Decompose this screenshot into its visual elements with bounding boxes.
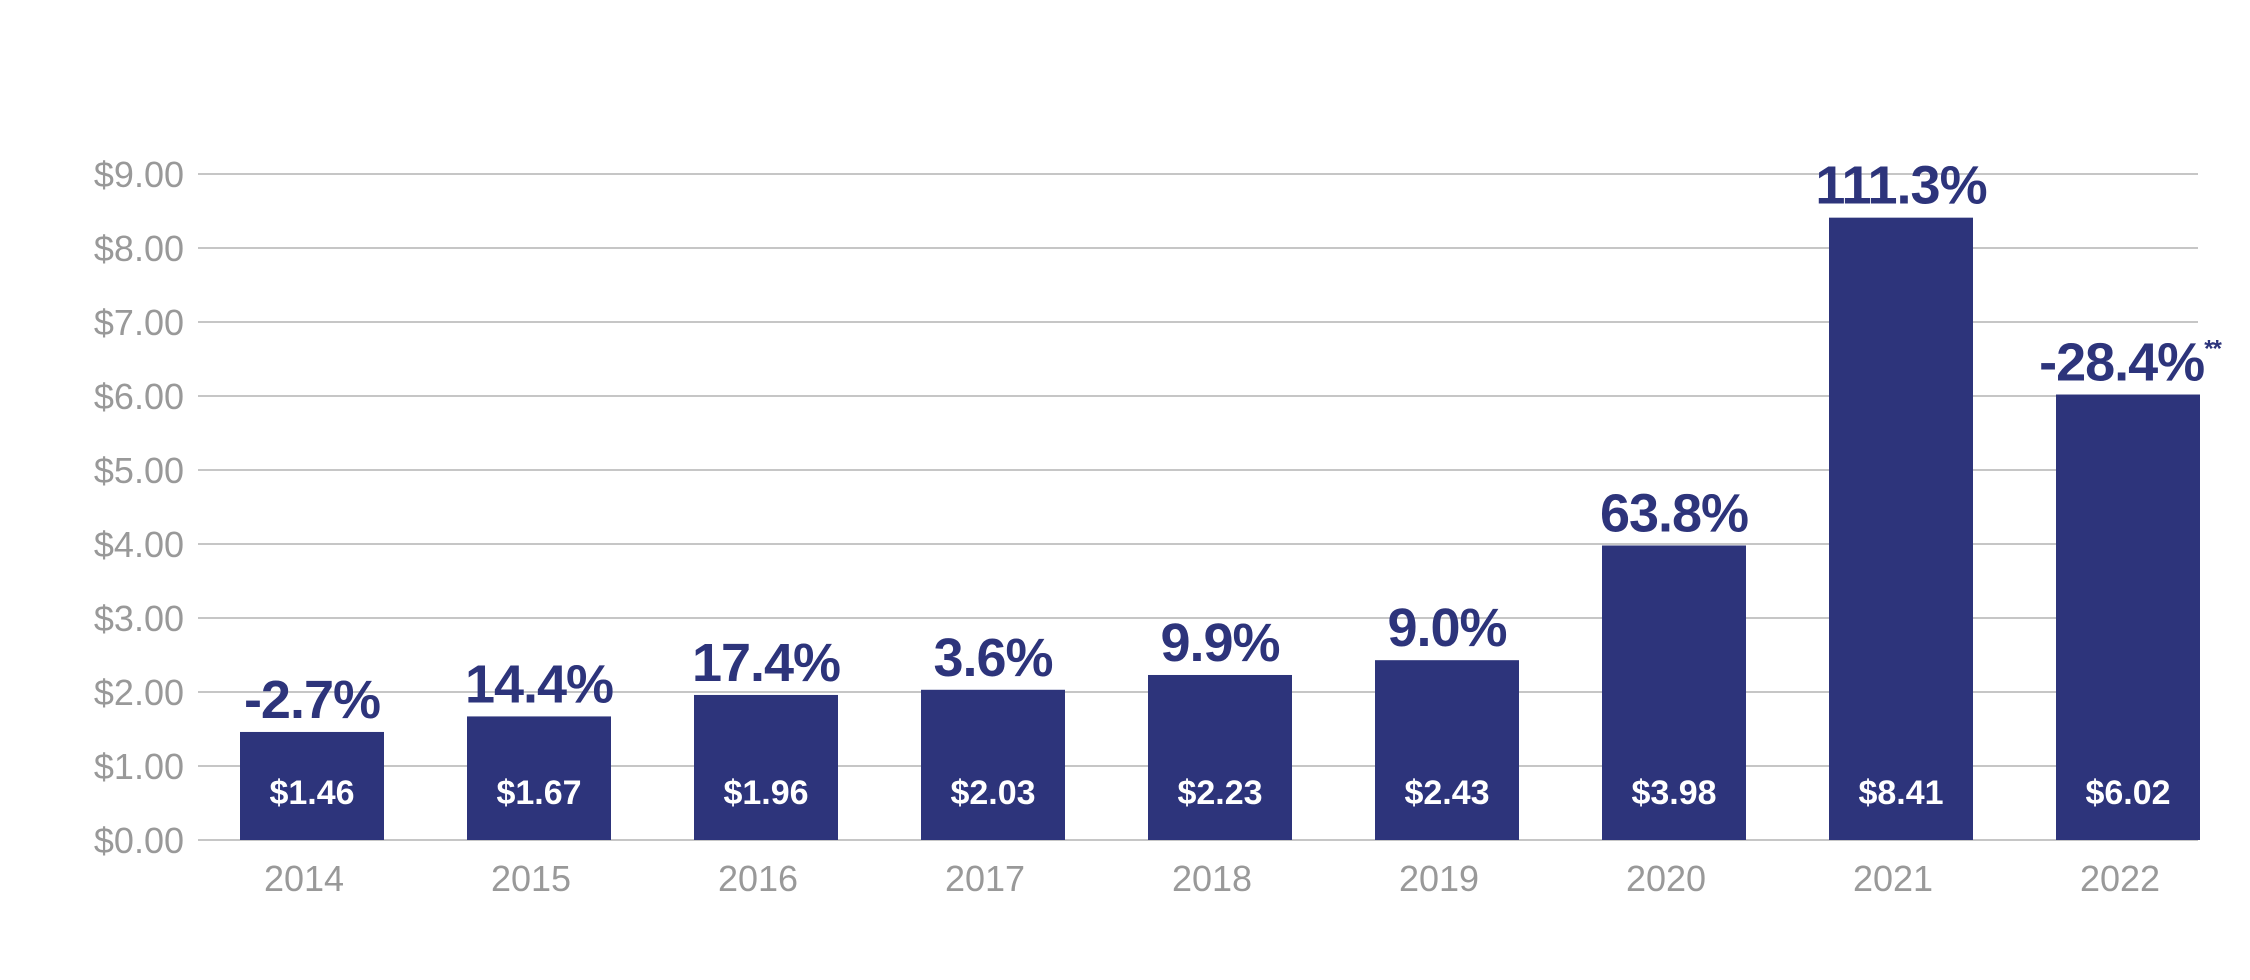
bar (1602, 545, 1746, 840)
bar (467, 716, 611, 840)
y-tick-label: $1.00 (94, 746, 184, 787)
bar-value-label: $3.98 (1631, 774, 1716, 812)
y-tick-label: $5.00 (94, 450, 184, 491)
bar-group-2020: $3.98 63.8% (1600, 483, 1749, 840)
percent-change-text: 9.0% (1387, 598, 1506, 658)
x-tick-label: 2017 (945, 858, 1025, 899)
bar-group-2015: $1.67 14.4% (465, 654, 614, 840)
footnote-marker: ** (2204, 336, 2222, 363)
x-tick-label: 2018 (1172, 858, 1252, 899)
percent-change-text: 17.4% (692, 633, 840, 693)
percent-change-text: -28.4% (2039, 333, 2204, 393)
y-tick-label: $2.00 (94, 672, 184, 713)
percent-change-text: 14.4% (465, 654, 613, 714)
bar-group-2017: $2.03 3.6% (921, 628, 1065, 840)
y-tick-label: $3.00 (94, 598, 184, 639)
x-tick-label: 2022 (2080, 858, 2160, 899)
bar-percent-change-label: -28.4%** (2039, 333, 2222, 393)
bars: $1.46-2.7%$1.6714.4%$1.9617.4%$2.033.6%$… (240, 156, 2224, 840)
y-tick-label: $8.00 (94, 228, 184, 269)
bar-group-2022: $6.02 -28.4%** (2039, 333, 2224, 840)
x-tick-label: 2014 (264, 858, 344, 899)
x-tick-label: 2020 (1626, 858, 1706, 899)
y-tick-label: $0.00 (94, 820, 184, 861)
bar-percent-change-label: 9.9% (1160, 613, 1279, 673)
x-tick-label: 2019 (1399, 858, 1479, 899)
bar-percent-change-label: 63.8% (1600, 483, 1748, 543)
bar-group-2014: $1.46 -2.7% (240, 670, 384, 840)
bar (694, 694, 838, 840)
bar-percent-change-label: 111.3% (1815, 156, 1986, 216)
percent-change-text: 3.6% (933, 628, 1052, 688)
x-axis-tick-labels: 2014 2015 2016 2017 2018 2019 2020 2021 2022 (264, 858, 2160, 899)
bar-percent-change-label: 3.6% (933, 628, 1052, 688)
y-axis-tick-labels: $0.00 $1.00 $2.00 $3.00 $4.00 $5.00 $6.00 $7.00… (94, 154, 184, 861)
bar (1148, 674, 1292, 840)
bar-value-label: $2.23 (1177, 774, 1262, 812)
percent-change-text: 63.8% (1600, 483, 1748, 543)
bar-percent-change-label: 14.4% (465, 654, 613, 714)
x-tick-label: 2015 (491, 858, 571, 899)
bar-group-2018: $2.23 9.9% (1148, 613, 1292, 840)
bar-percent-change-label: -2.7% (244, 670, 380, 730)
bar-group-2016: $1.96 17.4% (692, 633, 841, 840)
bar (2056, 394, 2200, 840)
percent-change-text: 9.9% (1160, 613, 1279, 673)
bar-value-label: $2.43 (1404, 774, 1489, 812)
y-tick-label: $4.00 (94, 524, 184, 565)
y-tick-label: $6.00 (94, 376, 184, 417)
x-tick-label: 2021 (1853, 858, 1933, 899)
bar (240, 731, 384, 840)
x-tick-label: 2016 (718, 858, 798, 899)
bar-value-label: $1.46 (269, 774, 354, 812)
bar-percent-change-label: 9.0% (1387, 598, 1506, 658)
bar-value-label: $2.03 (950, 774, 1035, 812)
bar-value-label: $6.02 (2085, 774, 2170, 812)
bar-value-label: $8.41 (1858, 774, 1943, 812)
bar-value-label: $1.67 (496, 774, 581, 812)
y-tick-label: $7.00 (94, 302, 184, 343)
bar-group-2021: $8.41 111.3% (1815, 156, 1988, 840)
bar-value-label: $1.96 (723, 774, 808, 812)
bar (921, 689, 1065, 840)
bar (1375, 660, 1519, 840)
bar-percent-change-label: 17.4% (692, 633, 840, 693)
percent-change-text: 111.3% (1815, 156, 1986, 216)
bar (1829, 217, 1973, 840)
percent-change-text: -2.7% (244, 670, 380, 730)
y-tick-label: $9.00 (94, 154, 184, 195)
bar-group-2019: $2.43 9.0% (1375, 598, 1519, 840)
